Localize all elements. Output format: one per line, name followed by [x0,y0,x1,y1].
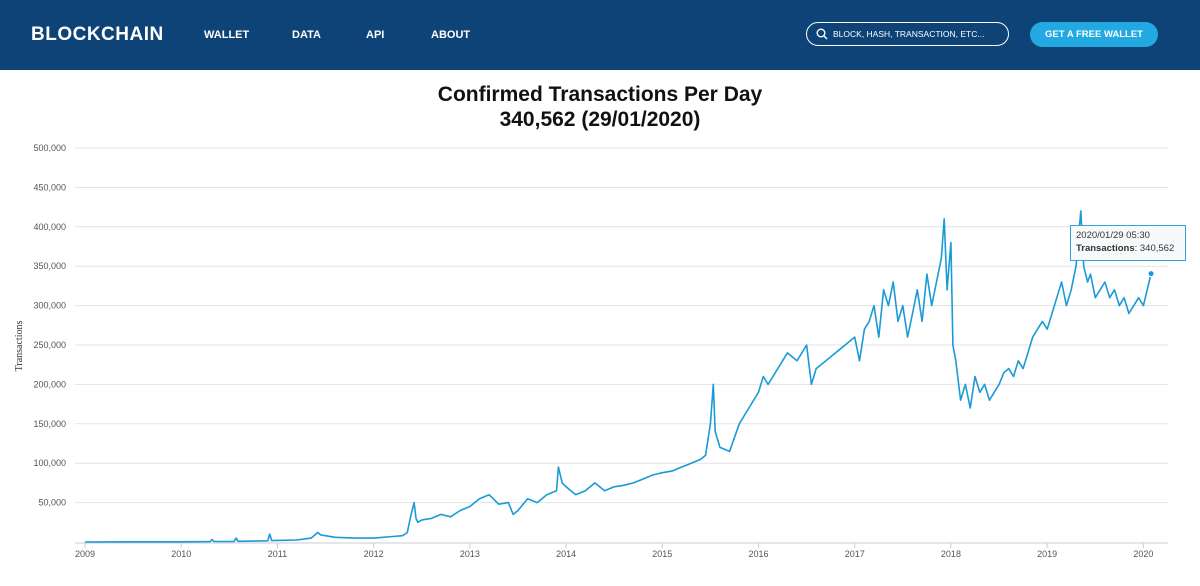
x-tick-label: 2010 [171,549,191,559]
y-tick-label: 350,000 [33,261,66,271]
series-layer [84,210,1155,543]
hover-point[interactable] [1147,270,1155,278]
series-line[interactable] [84,210,1152,543]
x-tick-label: 2016 [748,549,768,559]
x-tick-label: 2018 [941,549,961,559]
x-tick-label: 2011 [268,549,287,559]
x-axis-ticks: 2009 2010 2011 2012 2013 2014 2015 2016 2017 2018… [75,543,1153,559]
y-tick-label: 150,000 [33,419,66,429]
x-tick-label: 2015 [652,549,672,559]
y-tick-label: 200,000 [33,379,66,389]
get-free-wallet-button[interactable]: GET A FREE WALLET [1030,22,1158,47]
x-tick-label: 2012 [364,549,384,559]
x-tick-label: 2019 [1037,549,1057,559]
nav-api[interactable]: API [366,29,385,41]
chart-title: Confirmed Transactions Per Day [437,83,763,106]
tooltip-value: 340,562 [1139,243,1175,254]
y-tick-label: 100,000 [33,458,66,468]
y-tick-label: 500,000 [33,143,66,153]
top-navigation-bar: BLOCKCHAIN WALLET DATA API ABOUT BLOCK, … [0,0,1200,70]
grid-lines [75,147,1168,544]
search-icon [816,28,828,40]
y-tick-label: 50,000 [38,498,66,508]
y-tick-label: 250,000 [33,340,66,350]
x-tick-label: 2017 [845,549,865,559]
nav-data[interactable]: DATA [292,29,321,41]
x-tick-label: 2014 [556,549,576,559]
chart-tooltip: 2020/01/29 05:30 Transactions: 340,562 [1070,225,1186,261]
tooltip-date: 2020/01/29 05:30 [1076,230,1150,241]
y-axis-ticks: 50,000 100,000 150,000 200,000 250,000 300,00… [33,143,66,508]
tooltip-row: Transactions: 340,562 [1076,243,1175,254]
search-input[interactable]: BLOCK, HASH, TRANSACTION, ETC... [806,22,1009,46]
blockchain-logo[interactable]: BLOCKCHAIN [31,24,164,45]
x-tick-label: 2009 [75,549,95,559]
y-axis-label: Transactions [14,321,25,372]
y-tick-label: 450,000 [33,182,66,192]
y-tick-label: 400,000 [33,222,66,232]
y-tick-label: 300,000 [33,301,66,311]
chart-subtitle: 340,562 (29/01/2020) [499,108,701,131]
tooltip-label: Transactions [1076,243,1135,254]
search-placeholder: BLOCK, HASH, TRANSACTION, ETC... [833,29,985,39]
x-tick-label: 2020 [1133,549,1153,559]
nav-wallet[interactable]: WALLET [204,29,250,41]
x-tick-label: 2013 [460,549,480,559]
nav-about[interactable]: ABOUT [431,29,471,41]
